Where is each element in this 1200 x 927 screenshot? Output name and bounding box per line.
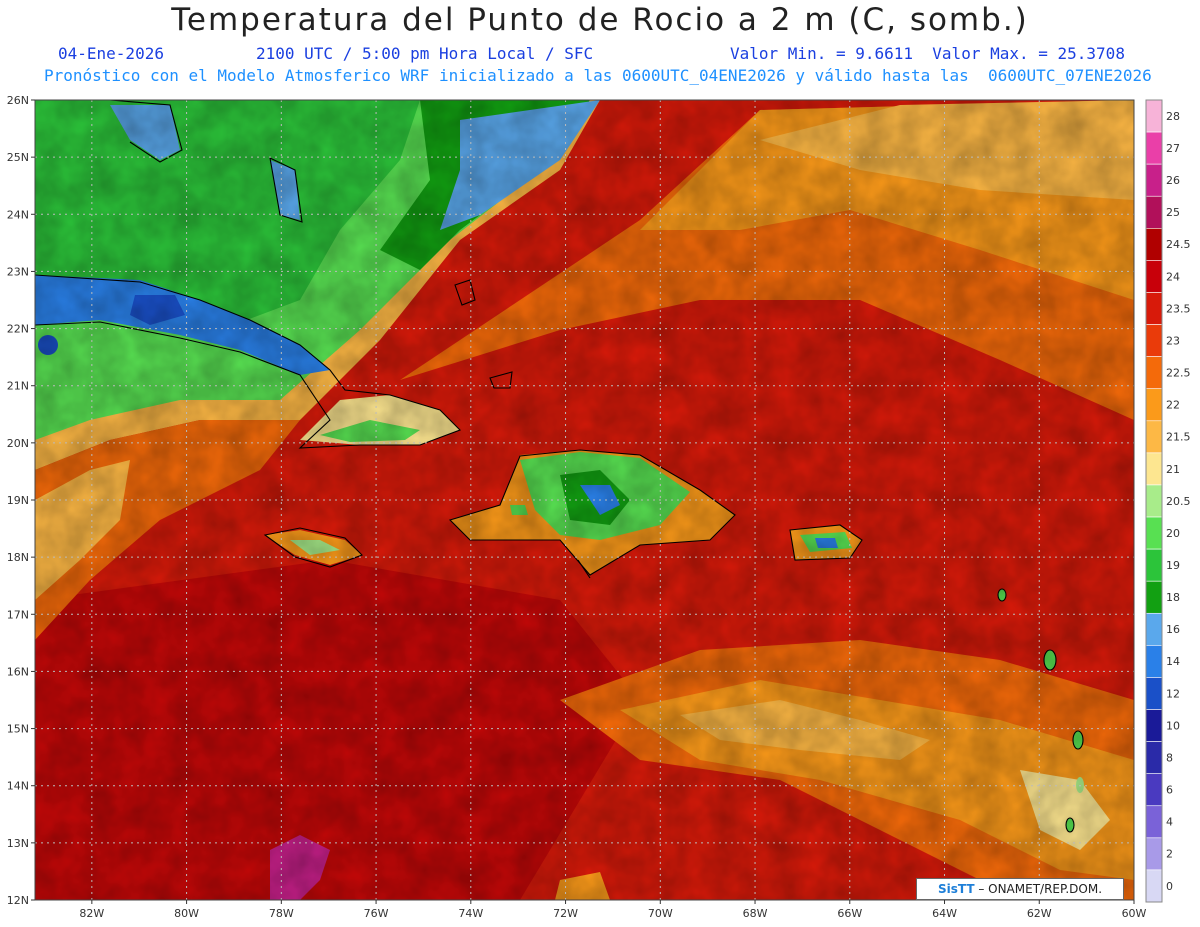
lat-label: 20N [7,437,29,450]
lat-label: 13N [7,837,29,850]
legend-label: 23 [1166,334,1180,347]
legend-swatch [1145,452,1163,486]
legend-label: 28 [1166,110,1180,123]
legend-swatch [1145,356,1163,390]
legend-swatch [1145,99,1163,133]
legend-swatch [1145,516,1163,550]
lat-label: 16N [7,665,29,678]
lat-label: 14N [7,780,29,793]
legend-swatch [1145,292,1163,325]
lon-label: 70W [648,907,673,920]
legend-label: 20.5 [1166,495,1191,508]
legend-label: 0 [1166,880,1173,893]
legend-label: 4 [1166,816,1173,829]
lat-label: 22N [7,323,29,336]
legend-swatch [1145,228,1163,261]
legend-swatch [1145,548,1163,582]
legend-swatch [1145,741,1163,774]
lat-label: 21N [7,380,29,393]
lon-label: 74W [458,907,483,920]
lon-label: 78W [269,907,294,920]
legend-label: 14 [1166,655,1180,668]
latitude-labels: 26N 25N 24N 23N 22N 21N 20N 19N 18N 17N 16N 15N 14N 1… [7,94,35,907]
map-title: Temperatura del Punto de Rocio a 2 m (C,… [171,2,1029,38]
legend-swatch [1145,163,1163,197]
lon-label: 60W [1122,907,1147,920]
legend-swatch [1145,195,1163,229]
legend-label: 22.5 [1166,367,1191,380]
legend-swatch [1145,260,1163,293]
legend-label: 16 [1166,623,1180,636]
legend-label: 25 [1166,206,1180,219]
forecast-time: 2100 UTC / 5:00 pm Hora Local / SFC [256,44,594,63]
lon-label: 76W [364,907,389,920]
legend-label: 18 [1166,591,1180,604]
legend-swatch [1145,805,1163,839]
color-legend: 2827262524.52423.52322.52221.52120.52019… [1145,99,1191,903]
lat-lon-grid [35,100,1134,900]
lon-label: 80W [174,907,199,920]
legend-swatch [1145,869,1163,903]
credit-text: – ONAMET/REP.DOM. [974,882,1103,896]
lon-label: 82W [79,907,104,920]
lat-label: 15N [7,723,29,736]
legend-label: 10 [1166,719,1180,732]
lon-label: 66W [837,907,862,920]
legend-swatch [1145,612,1163,646]
lat-label: 19N [7,494,29,507]
legend-swatch [1145,484,1163,518]
forecast-date: 04-Ene-2026 [58,44,164,63]
legend-swatch [1145,324,1163,357]
credit-brand: SisTT [937,882,975,896]
lon-label: 68W [743,907,768,920]
legend-label: 19 [1166,559,1180,572]
legend-label: 26 [1166,174,1180,187]
lat-label: 18N [7,551,29,564]
legend-label: 24 [1166,270,1180,283]
legend-label: 20 [1166,527,1180,540]
min-max-values: Valor Min. = 9.6611 Valor Max. = 25.3708 [730,44,1125,63]
legend-swatch [1145,580,1163,614]
legend-label: 6 [1166,784,1173,797]
lat-label: 25N [7,151,29,164]
lat-label: 26N [7,94,29,107]
lon-label: 62W [1027,907,1052,920]
legend-label: 2 [1166,848,1173,861]
legend-swatch [1145,837,1163,871]
longitude-labels: 82W 80W 78W 76W 74W 72W 70W 68W 66W 64W 62W 60W [79,900,1147,920]
legend-swatch [1145,420,1163,454]
legend-label: 23.5 [1166,302,1191,315]
legend-swatch [1145,677,1163,710]
lat-label: 24N [7,208,29,221]
legend-label: 24.5 [1166,238,1191,251]
lon-label: 64W [932,907,957,920]
lat-label: 17N [7,608,29,621]
lat-label: 23N [7,265,29,278]
legend-label: 21 [1166,463,1180,476]
legend-swatch [1145,131,1163,165]
legend-label: 8 [1166,751,1173,764]
legend-frame [1145,99,1163,903]
legend-label: 27 [1166,142,1180,155]
legend-swatch [1145,709,1163,742]
legend-swatch [1145,388,1163,422]
model-description: Pronóstico con el Modelo Atmosferico WRF… [44,66,1152,85]
legend-swatch [1145,645,1163,678]
legend-label: 22 [1166,399,1180,412]
credit-box: SisTT – ONAMET/REP.DOM. [916,878,1124,900]
legend-swatch [1145,773,1163,807]
legend-label: 21.5 [1166,431,1191,444]
dewpoint-field [35,100,1134,900]
lat-label: 12N [7,894,29,907]
lon-label: 72W [553,907,578,920]
legend-label: 12 [1166,687,1180,700]
